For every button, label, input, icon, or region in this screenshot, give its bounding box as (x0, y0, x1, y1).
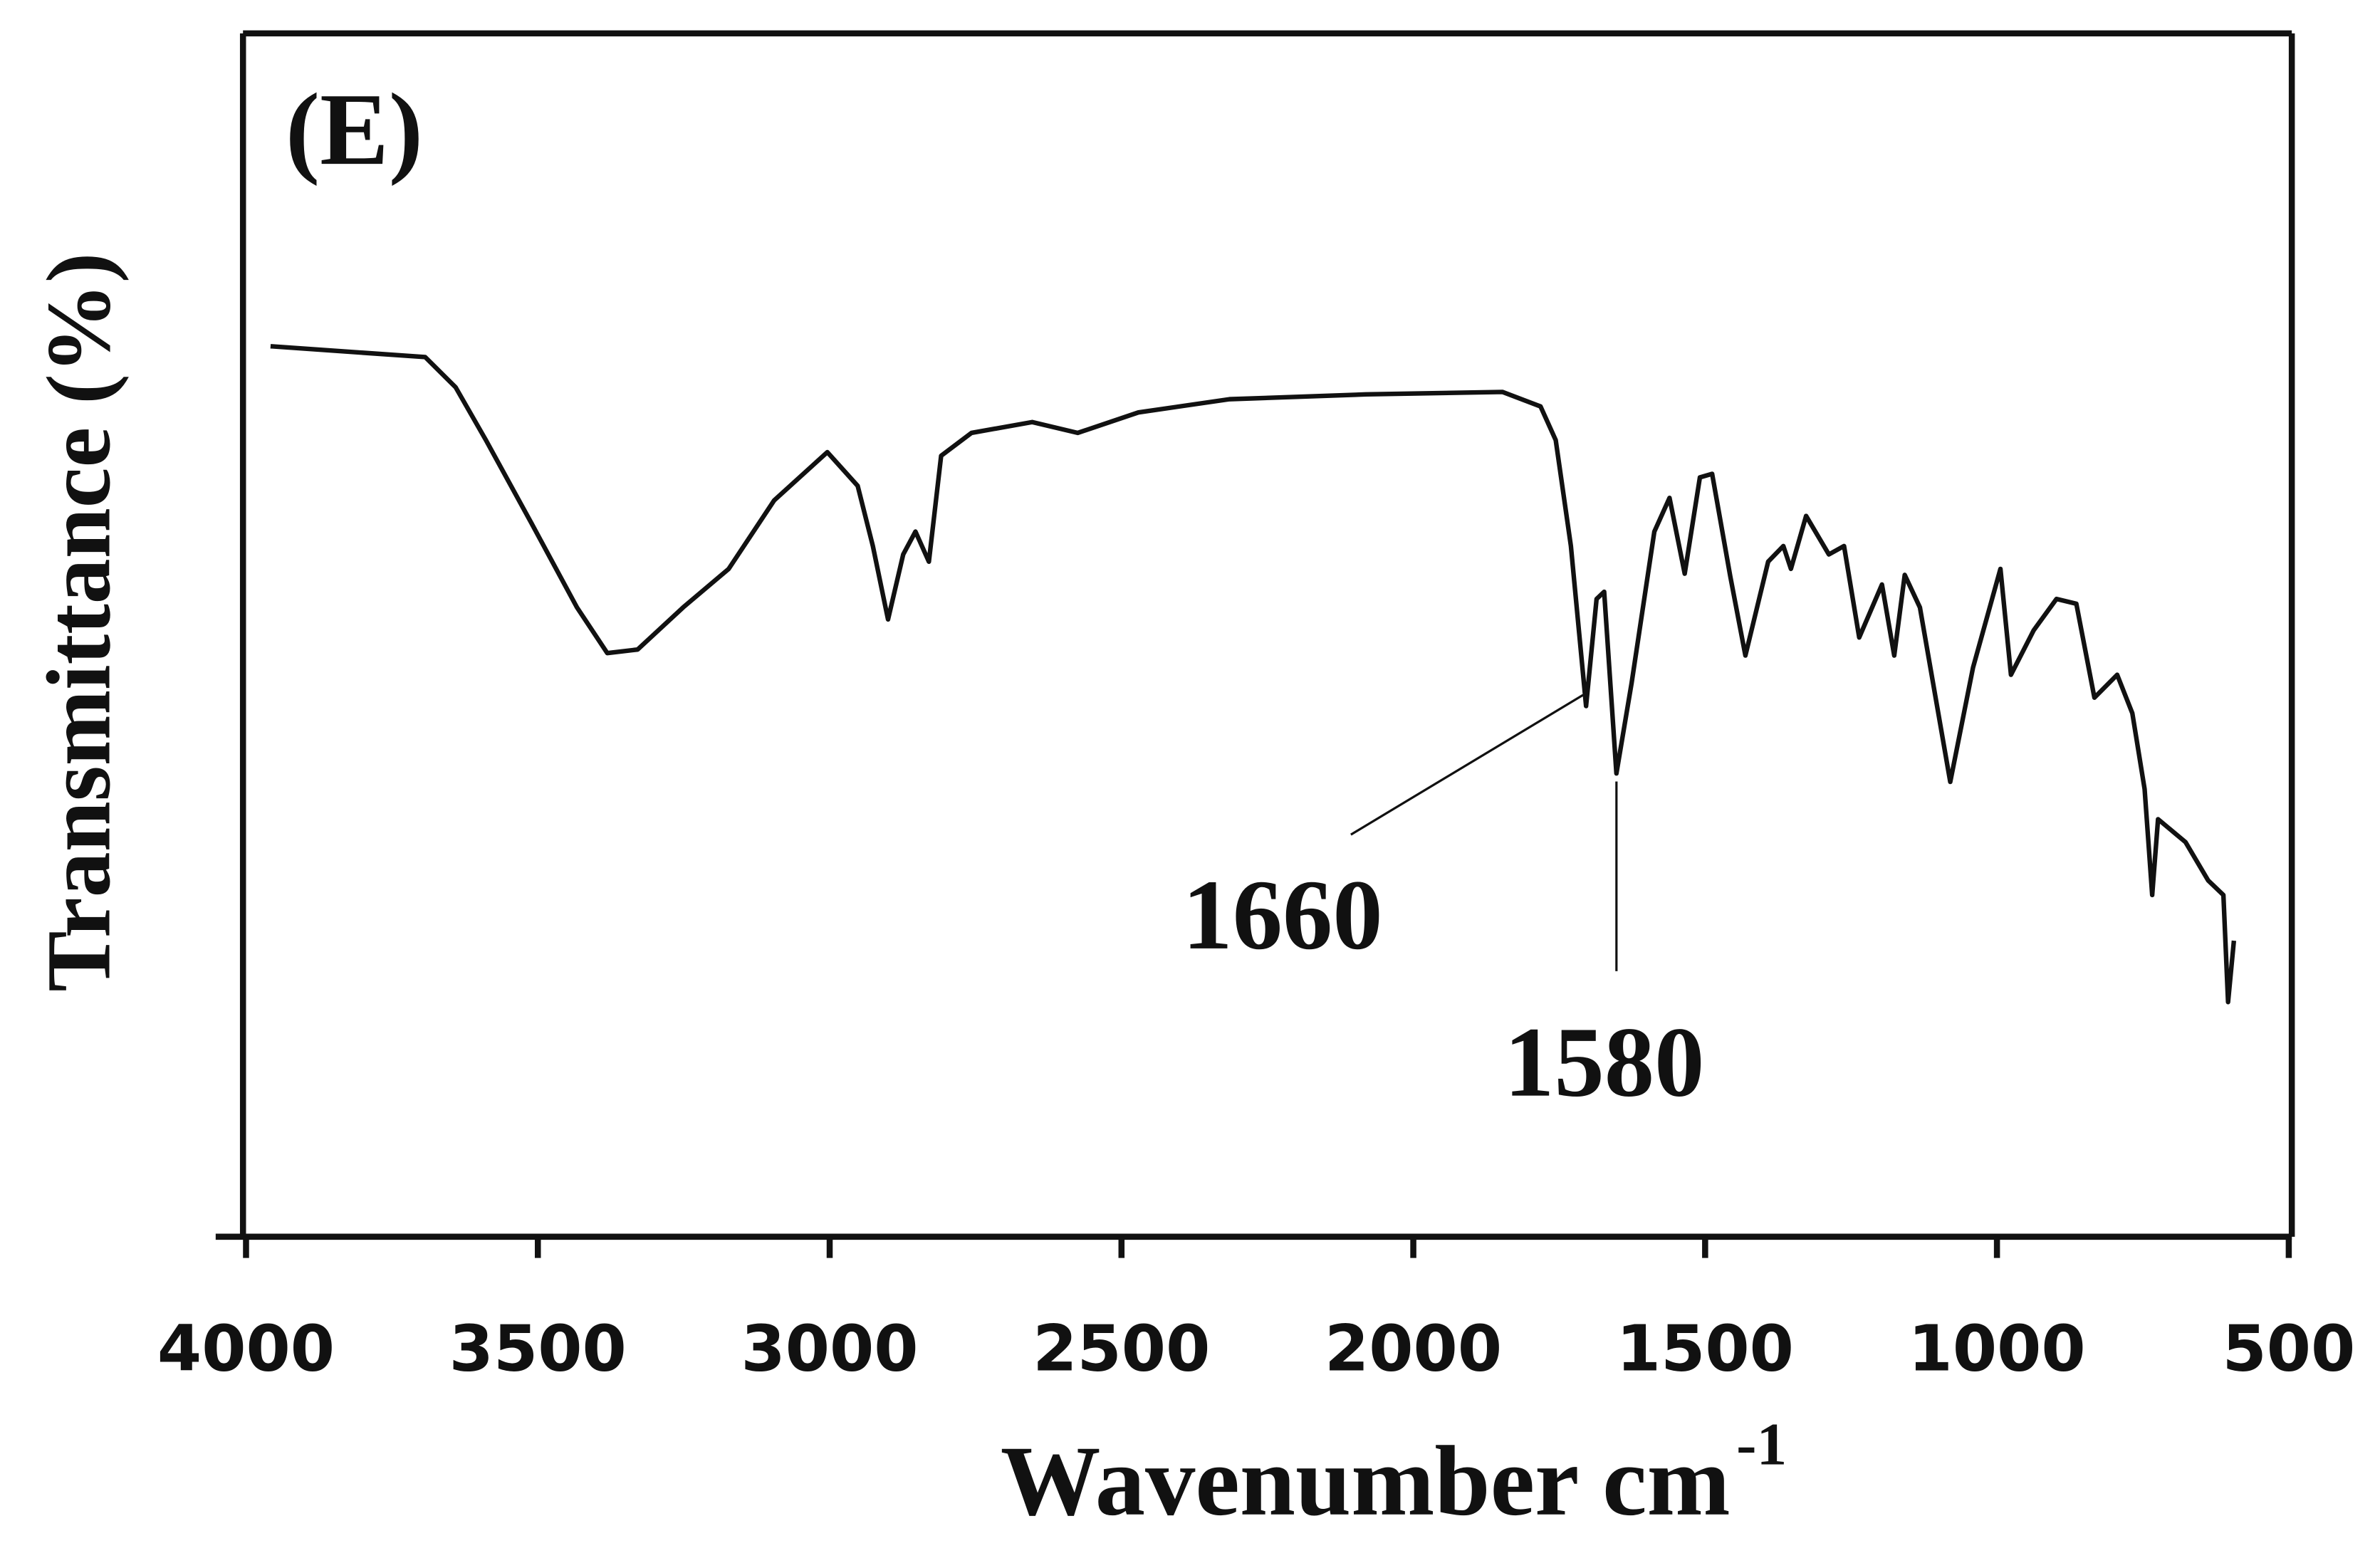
x-axis-label-superscript: -1 (1736, 1411, 1787, 1478)
spectrum-line (270, 344, 2237, 1005)
x-tick-label: 1000 (1909, 1312, 2086, 1386)
annotation: 1580 (1504, 1008, 1704, 1118)
annotation-leader (1350, 694, 1584, 836)
x-tick-label: 500 (2222, 1312, 2355, 1386)
y-axis-label: Transmittance (%) (28, 253, 130, 992)
x-tick-label: 3000 (741, 1312, 918, 1386)
x-axis-label: Wavenumber cm (1001, 1426, 1731, 1537)
x-tick-label: 2500 (1033, 1312, 1210, 1386)
x-tick-label: 1500 (1617, 1312, 1794, 1386)
frame (215, 30, 2295, 1240)
x-tick-label: 4000 (157, 1312, 335, 1386)
panel-label: (E) (286, 73, 423, 187)
x-tick-label: 2000 (1325, 1312, 1502, 1386)
x-tick-label: 3500 (449, 1312, 627, 1386)
annotation: 1660 (1182, 860, 1382, 971)
